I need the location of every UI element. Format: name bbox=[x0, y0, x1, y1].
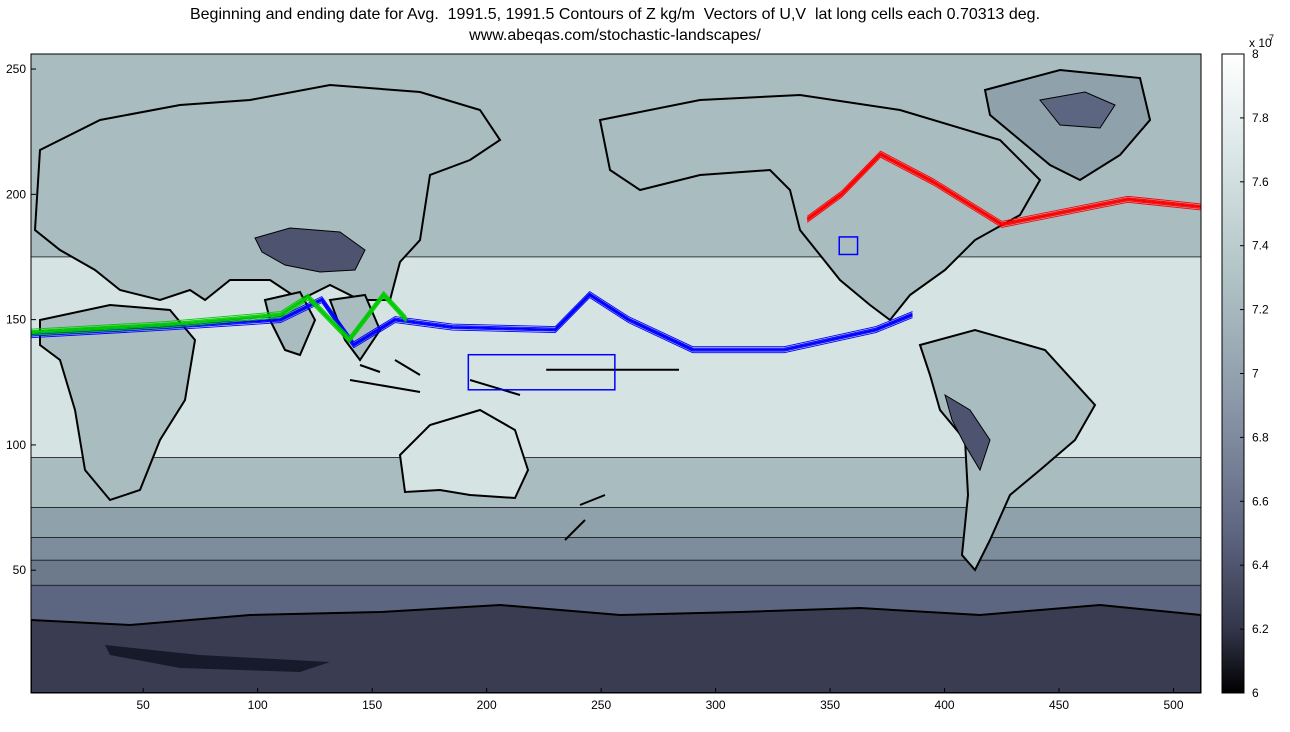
trajectory-line bbox=[806, 156, 1201, 228]
antarctica-outline bbox=[31, 603, 1201, 693]
colorbar-tick-label: 6 bbox=[1252, 686, 1259, 700]
x-tick-label: 400 bbox=[935, 698, 955, 712]
trajectory-line bbox=[31, 293, 408, 341]
colorbar-tick-label: 6.8 bbox=[1252, 430, 1269, 444]
trajectory-line bbox=[806, 150, 1201, 222]
trajectory-line bbox=[31, 295, 913, 352]
colorbar-exponent-power: 7 bbox=[1269, 33, 1274, 43]
colorbar-tick-label: 7.2 bbox=[1252, 303, 1269, 317]
colorbar-tick-label: 8 bbox=[1252, 47, 1259, 61]
colorbar-tick-label: 6.6 bbox=[1252, 494, 1269, 508]
trajectory-line bbox=[31, 295, 407, 342]
trajectory-line bbox=[31, 292, 913, 349]
colorbar-tick-label: 7.4 bbox=[1252, 239, 1269, 253]
colorbar-tick-label: 7.8 bbox=[1252, 111, 1269, 125]
trajectory-overlays bbox=[31, 150, 1201, 391]
trajectory-line bbox=[31, 297, 913, 354]
tibet-plateau bbox=[254, 227, 366, 273]
y-axis: 50 100 150 200 250 bbox=[6, 62, 36, 577]
colorbar-exponent-label: x 10 bbox=[1249, 36, 1272, 50]
indonesia-outline bbox=[349, 359, 521, 396]
y-tick-label: 200 bbox=[6, 187, 26, 201]
south-america-outline bbox=[918, 328, 1097, 572]
australia-outline bbox=[398, 408, 530, 500]
colorbar-tick-label: 6.4 bbox=[1252, 558, 1269, 572]
x-tick-label: 50 bbox=[137, 698, 151, 712]
x-tick-label: 150 bbox=[362, 698, 382, 712]
x-tick-label: 450 bbox=[1049, 698, 1069, 712]
contour-band bbox=[31, 507, 1201, 538]
greenland-icecap bbox=[1039, 91, 1116, 129]
contour-band bbox=[31, 559, 1201, 586]
andes-dark bbox=[944, 393, 991, 472]
trajectory-line bbox=[31, 293, 913, 351]
x-tick-label: 500 bbox=[1164, 698, 1184, 712]
region-box bbox=[467, 353, 616, 391]
contour-band bbox=[31, 537, 1201, 561]
x-tick-label: 250 bbox=[591, 698, 611, 712]
x-tick-label: 300 bbox=[706, 698, 726, 712]
colorbar-ticks: 8 7.8 7.6 7.4 7.2 7 6.8 6.6 6.4 6.2 6 bbox=[1240, 47, 1269, 700]
figure-subtitle: www.abeqas.com/stochastic-landscapes/ bbox=[469, 27, 761, 44]
y-tick-label: 250 bbox=[6, 62, 26, 76]
y-tick-label: 100 bbox=[6, 438, 26, 452]
x-tick-label: 100 bbox=[248, 698, 268, 712]
africa-outline bbox=[39, 303, 197, 502]
trajectory-line bbox=[806, 155, 1201, 227]
eurasia-outline bbox=[33, 83, 502, 302]
trajectory-line bbox=[31, 291, 407, 338]
colorbar-tick-label: 6.2 bbox=[1252, 622, 1269, 636]
colorbar-tick-label: 7.6 bbox=[1252, 175, 1269, 189]
new-zealand-outline bbox=[564, 494, 606, 541]
trajectory-line bbox=[806, 153, 1201, 226]
x-tick-label: 350 bbox=[820, 698, 840, 712]
x-tick-label: 200 bbox=[477, 698, 497, 712]
y-tick-label: 50 bbox=[13, 563, 27, 577]
trajectory-line bbox=[31, 292, 407, 339]
antarctica-dark-core bbox=[105, 645, 330, 672]
plot-frame bbox=[30, 53, 1202, 694]
x-axis: 50 100 150 200 250 300 350 400 450 500 bbox=[137, 688, 1184, 712]
trajectory-line bbox=[31, 297, 407, 344]
colorbar-tick-label: 7 bbox=[1252, 367, 1259, 381]
plot-area bbox=[31, 54, 1201, 693]
y-tick-label: 150 bbox=[6, 313, 26, 327]
figure-title: Beginning and ending date for Avg. 1991.… bbox=[189, 6, 1041, 23]
region-box bbox=[838, 236, 859, 256]
trajectory-line bbox=[806, 152, 1201, 224]
